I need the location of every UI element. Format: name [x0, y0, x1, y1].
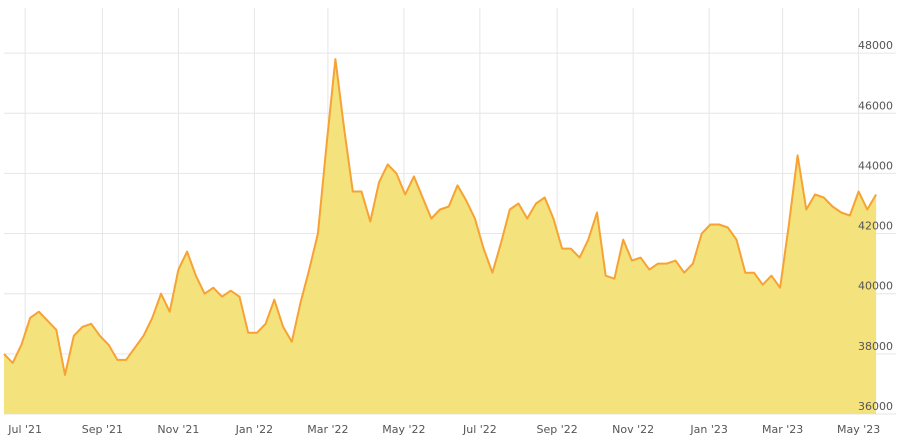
x-tick-label: May '23 — [837, 423, 880, 436]
x-tick-label: Sep '21 — [82, 423, 123, 436]
x-tick-label: Jul '21 — [7, 423, 42, 436]
y-tick-label: 46000 — [858, 99, 893, 112]
x-tick-label: Nov '22 — [612, 423, 654, 436]
y-tick-label: 40000 — [858, 280, 893, 293]
x-tick-label: Nov '21 — [157, 423, 199, 436]
series-line — [3, 58, 877, 376]
x-tick-label: Mar '22 — [307, 423, 348, 436]
x-tick-label: Mar '23 — [762, 423, 803, 436]
y-tick-label: 48000 — [858, 39, 893, 52]
y-tick-label: 36000 — [858, 400, 893, 413]
y-tick-label: 42000 — [858, 220, 893, 233]
y-axis-labels: 36000 38000 40000 42000 44000 46000 48000 — [858, 39, 893, 413]
x-tick-label: Jan '23 — [689, 423, 727, 436]
x-tick-label: Sep '22 — [537, 423, 578, 436]
x-tick-label: Jul '22 — [462, 423, 497, 436]
y-tick-label: 38000 — [858, 340, 893, 353]
x-axis-labels: Jul '21 Sep '21 Nov '21 Jan '22 Mar '22 May '… — [7, 423, 880, 436]
y-tick-label: 44000 — [858, 159, 893, 172]
x-tick-label: Jan '22 — [235, 423, 273, 436]
x-tick-label: May '22 — [382, 423, 425, 436]
series-area — [4, 59, 877, 414]
